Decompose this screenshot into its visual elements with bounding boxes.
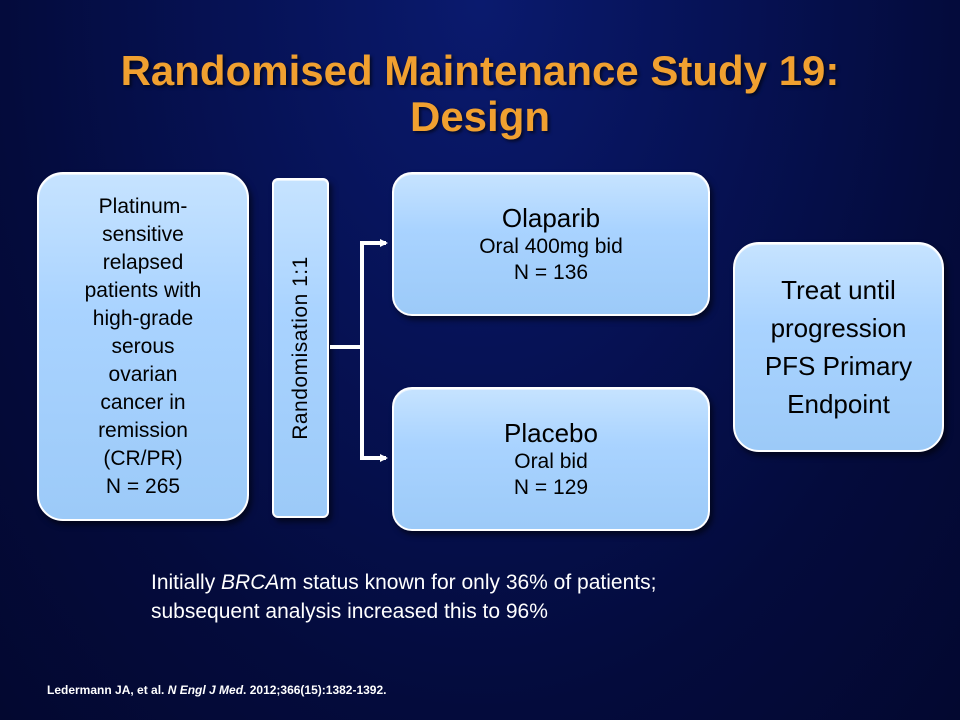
note-prefix: Initially <box>151 571 222 594</box>
outcome-line: PFS Primary <box>764 351 913 381</box>
randomisation-box: Randomisation 1:1 <box>272 178 329 518</box>
slide-title-line-1: Randomised Maintenance Study 19: <box>120 47 840 94</box>
outcome-box: Treat until progression PFS Primary Endp… <box>733 242 944 452</box>
population-line: sensitive <box>102 222 184 246</box>
olaparib-name: Olaparib <box>501 203 601 233</box>
population-line: cancer in <box>100 390 186 414</box>
population-count: N = 265 <box>105 474 181 498</box>
outcome-line: Treat until <box>781 275 896 305</box>
outcome-line: Endpoint <box>787 389 890 419</box>
olaparib-n: N = 136 <box>513 261 589 284</box>
brca-note: Initially BRCAm status known for only 36… <box>151 568 711 626</box>
placebo-name: Placebo <box>504 418 598 448</box>
population-line: patients with <box>84 278 202 302</box>
population-line: ovarian <box>108 362 178 386</box>
population-line: Platinum- <box>98 194 188 218</box>
population-line: high-grade <box>92 306 194 330</box>
slide-title-line-2: Design <box>409 93 551 140</box>
population-box: Platinum- sensitive relapsed patients wi… <box>37 172 249 521</box>
note-brca: BRCA <box>221 571 280 594</box>
reference-details: . 2012;366(15):1382-1392. <box>243 683 387 697</box>
placebo-n: N = 129 <box>513 476 589 499</box>
reference-authors: Ledermann JA, et al. <box>47 683 168 697</box>
placebo-dose: Oral bid <box>514 450 588 473</box>
olaparib-arm-box: Olaparib Oral 400mg bid N = 136 <box>392 172 710 316</box>
population-line: (CR/PR) <box>103 446 183 470</box>
slide-title: Randomised Maintenance Study 19: Design <box>0 48 960 140</box>
placebo-arm-box: Placebo Oral bid N = 129 <box>392 387 710 531</box>
population-line: remission <box>98 418 188 442</box>
reference-journal: N Engl J Med <box>167 683 244 697</box>
note-suffix: m status known for only 36% of patients;… <box>151 571 657 623</box>
olaparib-dose: Oral 400mg bid <box>479 235 623 258</box>
outcome-line: progression <box>770 313 907 343</box>
reference-citation: Ledermann JA, et al. N Engl J Med. 2012;… <box>47 683 386 697</box>
population-line: serous <box>111 334 175 358</box>
population-line: relapsed <box>102 250 184 274</box>
